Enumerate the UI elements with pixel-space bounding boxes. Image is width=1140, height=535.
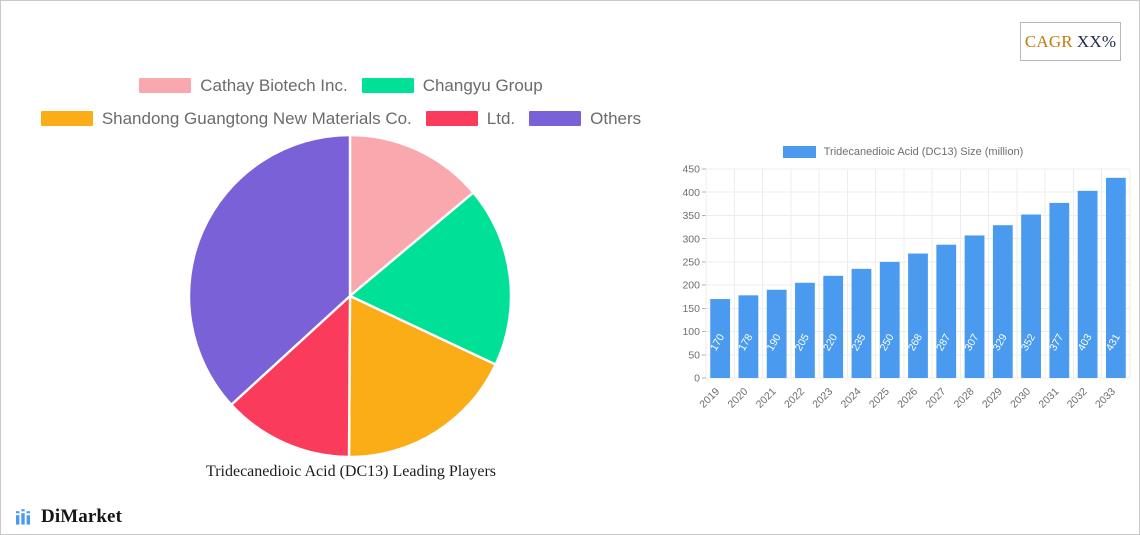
pie-legend-label: Shandong Guangtong New Materials Co. [101,108,412,128]
pie-chart-caption: Tridecanedioic Acid (DC13) Leading Playe… [205,463,496,480]
x-axis-tick-label: 2031 [1036,386,1061,411]
cagr-badge: CAGR XX% [1020,22,1121,61]
pie-legend-swatch [529,111,582,126]
x-axis-tick-label: 2019 [697,386,722,411]
pie-legend-item: Others [529,104,641,133]
brand-name: DiMarket [41,506,122,527]
x-axis-tick-label: 2026 [895,386,920,411]
x-axis-tick-label: 2032 [1065,386,1090,411]
pie-legend-swatch [425,111,478,126]
cagr-label: CAGR [1024,31,1073,51]
y-axis-tick-label: 350 [682,210,700,222]
y-axis-tick-label: 0 [694,373,700,385]
pie-legend-label: Cathay Biotech Inc. [200,75,348,95]
pie-legend-swatch [40,111,93,126]
y-axis-tick-label: 250 [682,256,700,268]
bar [851,268,872,378]
pie-legend-item: Changyu Group [361,71,543,100]
pie-slice [347,294,498,458]
pie-legend-label: Changyu Group [422,75,543,95]
pie-legend-label: Ltd. [486,108,516,128]
x-axis-tick-label: 2021 [754,386,779,411]
bar [908,253,928,378]
bar [738,295,759,378]
bar [1077,190,1098,378]
bar-legend-swatch [782,146,816,158]
bar-chart-svg: 0501001502002503003504004501702019178202… [682,164,1131,411]
bar-legend-label: Tridecanedioic Acid (DC13) Size (million… [823,146,1024,158]
x-axis-tick-label: 2027 [923,386,948,411]
pie-slice [347,190,512,367]
pie-slice [188,134,352,407]
x-axis-tick-label: 2022 [782,386,807,411]
bar [795,282,815,378]
y-axis-tick-label: 300 [682,233,700,245]
bar [1049,202,1070,378]
y-axis-tick-label: 150 [682,303,700,315]
x-axis-tick-label: 2024 [839,386,864,411]
pie-legend: Cathay Biotech Inc. Changyu Group Shandong… [1,71,681,133]
y-axis-tick-label: 50 [688,349,700,361]
bar [1105,177,1126,378]
pie-legend-item: Cathay Biotech Inc. [139,71,348,100]
x-axis-tick-label: 2023 [810,386,835,411]
bar [964,235,985,378]
cagr-value: XX% [1076,31,1117,51]
bar [766,289,787,378]
brand-logo: DiMarket [15,506,122,528]
x-axis-tick-label: 2020 [726,386,751,411]
bar [992,225,1013,378]
x-axis-tick-label: 2025 [867,386,892,411]
pie-chart [188,134,512,458]
y-axis-tick-label: 450 [682,164,700,176]
pie-legend-item: Ltd. [425,104,516,133]
bar [1021,214,1041,378]
y-axis-tick-label: 100 [682,326,700,338]
pie-slice [229,293,352,458]
x-axis-tick-label: 2029 [980,386,1005,411]
pie-chart-svg [188,134,512,458]
bar [936,244,957,378]
x-axis-tick-label: 2033 [1093,386,1118,411]
x-axis-tick-label: 2030 [1008,386,1033,411]
y-axis-tick-label: 200 [682,280,700,292]
bar [879,261,900,378]
bar [823,275,844,378]
bar [710,299,731,378]
pie-legend-swatch [361,78,414,93]
pie-legend-item: Shandong Guangtong New Materials Co. [40,104,412,133]
pie-slice [348,134,476,299]
x-axis-tick-label: 2028 [952,386,977,411]
bar-chart: Tridecanedioic Acid (DC13) Size (million… [673,141,1133,416]
pie-legend-label: Others [590,108,642,128]
pie-legend-swatch [139,78,192,93]
bar-chart-logo-icon [16,509,30,525]
bar-chart-legend: Tridecanedioic Acid (DC13) Size (million… [673,146,1133,158]
y-axis-tick-label: 400 [682,187,700,199]
